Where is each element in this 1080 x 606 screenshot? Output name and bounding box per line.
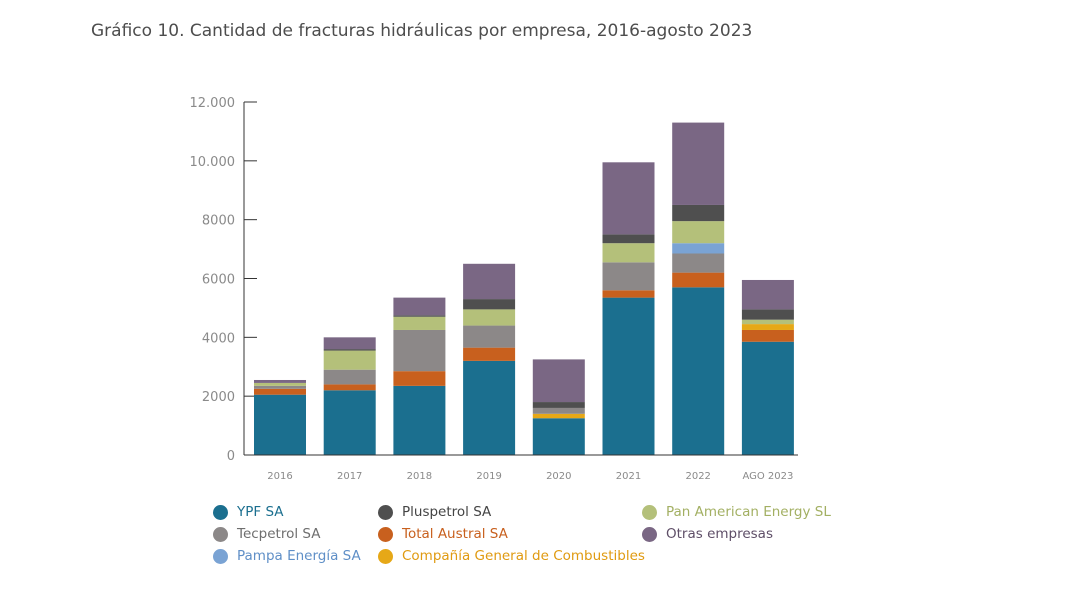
x-tick-label: 2022: [685, 471, 710, 482]
x-tick-label: 2016: [267, 471, 292, 482]
legend-item: Compañía General de Combustibles: [378, 548, 645, 564]
legend-swatch: [213, 548, 228, 564]
bar-segment: [602, 262, 655, 291]
bar-segment: [254, 382, 306, 386]
x-tick-label: 2017: [337, 471, 362, 482]
legend-item: Pampa Energía SA: [213, 548, 361, 564]
bars: [254, 122, 794, 455]
legend-label: Compañía General de Combustibles: [402, 548, 645, 564]
bar-segment: [741, 319, 794, 325]
y-tick-label: 6000: [202, 273, 235, 288]
bar-segment: [463, 347, 516, 361]
bar-segment: [463, 360, 516, 455]
bar-segment: [254, 379, 306, 383]
legend-item: Pluspetrol SA: [378, 504, 491, 520]
x-axis: 2016 2017 2018 2019 2020 2021 2022 AGO 2023: [244, 454, 798, 482]
x-tick-label: 2020: [546, 471, 571, 482]
legend-label: Otras empresas: [666, 526, 773, 542]
bar-segment: [741, 279, 794, 310]
x-tick-label: 2019: [476, 471, 501, 482]
bar-segment: [602, 234, 655, 244]
bar-segment: [602, 297, 655, 455]
legend-swatch: [378, 548, 393, 564]
chart-title: Gráfico 10. Cantidad de fracturas hidráu…: [91, 21, 753, 41]
bar-segment: [672, 287, 725, 455]
legend-label: Pluspetrol SA: [402, 504, 492, 520]
bar-segment: [672, 204, 725, 222]
bar-segment: [602, 243, 655, 263]
bar-segment: [532, 418, 585, 455]
y-tick-label: 4000: [202, 331, 235, 346]
bar-segment: [463, 299, 516, 310]
legend-item: Pan American Energy SL: [642, 504, 831, 520]
bar-segment: [393, 316, 446, 330]
bar-segment: [393, 297, 446, 316]
bar-segment: [602, 162, 655, 235]
bar-segment: [393, 315, 446, 317]
legend-item: Otras empresas: [642, 526, 773, 542]
bar-segment: [323, 349, 376, 351]
legend-swatch: [642, 504, 657, 520]
bar-segment: [672, 253, 725, 273]
bar-segment: [254, 394, 306, 455]
legend-item: YPF SA: [213, 504, 284, 520]
y-tick-label: 12.000: [190, 96, 236, 111]
legend-item: Total Austral SA: [378, 526, 508, 542]
bar-segment: [741, 341, 794, 455]
bar-segment: [323, 337, 376, 350]
bar-segment: [602, 290, 655, 298]
y-axis: 0 2000 4000 6000 8000 10.000 12.000: [190, 96, 257, 464]
y-tick-label: 0: [227, 449, 235, 464]
bar-segment: [463, 309, 516, 326]
legend-swatch: [213, 526, 228, 542]
bar-segment: [532, 359, 585, 403]
bar-segment: [393, 371, 446, 386]
x-tick-label: 2018: [407, 471, 432, 482]
bar-segment: [323, 390, 376, 455]
legend-label: Tecpetrol SA: [237, 526, 321, 542]
bar-segment: [393, 385, 446, 455]
x-tick-label: AGO 2023: [742, 471, 793, 482]
legend-label: YPF SA: [237, 504, 284, 520]
legend-label: Pampa Energía SA: [237, 548, 361, 564]
legend-label: Total Austral SA: [402, 526, 508, 542]
bar-segment: [741, 324, 794, 330]
bar-segment: [323, 384, 376, 391]
legend-swatch: [642, 526, 657, 542]
bar-segment: [254, 388, 306, 395]
bar-segment: [672, 272, 725, 288]
y-tick-label: 10.000: [190, 155, 236, 170]
x-tick-label: 2021: [616, 471, 641, 482]
y-tick-label: 2000: [202, 390, 235, 405]
bar-segment: [672, 221, 725, 244]
bar-segment: [463, 263, 516, 300]
bar-segment: [393, 329, 446, 372]
bar-segment: [741, 329, 794, 342]
bar-segment: [532, 413, 585, 419]
bar-segment: [672, 243, 725, 254]
y-tick-label: 8000: [202, 214, 235, 229]
bar-segment: [672, 122, 725, 205]
bar-segment: [741, 309, 794, 320]
legend-swatch: [378, 526, 393, 542]
bar-segment: [532, 402, 585, 408]
legend-swatch: [213, 504, 228, 520]
bar-segment: [532, 407, 585, 414]
bar-segment: [463, 325, 516, 348]
legend-label: Pan American Energy SL: [666, 504, 831, 520]
legend-item: Tecpetrol SA: [213, 526, 320, 542]
bar-segment: [254, 385, 306, 389]
bar-segment: [323, 350, 376, 370]
bar-segment: [323, 369, 376, 385]
legend-swatch: [378, 504, 393, 520]
